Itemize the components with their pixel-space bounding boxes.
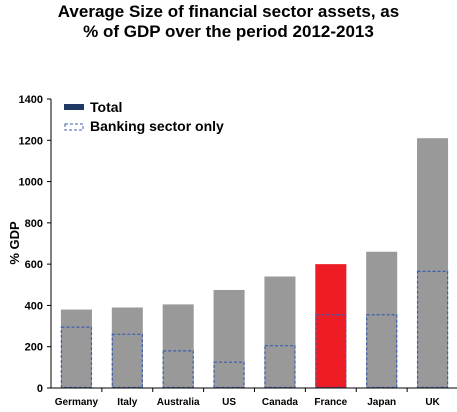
x-tick-label: Italy xyxy=(117,397,137,408)
x-tick-label: US xyxy=(222,397,236,408)
bar-total-us xyxy=(213,289,245,388)
x-tick-label: France xyxy=(314,397,347,408)
legend-swatch-banking xyxy=(64,123,84,131)
y-tick-label: 0 xyxy=(37,383,43,395)
y-tick-label: 1000 xyxy=(19,177,43,189)
chart-title-line-2: % of GDP over the period 2012-2013 xyxy=(83,22,374,41)
y-axis: 0 200 400 600 800 1000 1200 1400 xyxy=(19,94,52,395)
bar-total-italy xyxy=(111,307,143,388)
legend: Total Banking sector only xyxy=(64,99,224,134)
y-axis-label: % GDP xyxy=(7,221,22,265)
legend-label-banking: Banking sector only xyxy=(90,118,224,134)
bar-total-uk xyxy=(417,138,449,388)
y-tick-label: 1200 xyxy=(19,135,43,147)
x-tick-label: Australia xyxy=(157,397,200,408)
bar-banking-italy xyxy=(111,333,143,389)
bar-total-japan xyxy=(366,251,398,388)
bar-total-australia xyxy=(162,304,194,388)
chart-title-line-1: Average Size of financial sector assets,… xyxy=(57,2,400,21)
y-tick-label: 600 xyxy=(25,259,43,271)
chart-title: Average Size of financial sector assets,… xyxy=(0,2,457,42)
x-tick-label: Japan xyxy=(367,397,396,408)
x-tick-label: Germany xyxy=(55,397,99,408)
bars xyxy=(60,138,449,389)
bar-total-france xyxy=(315,264,347,388)
y-tick-label: 1400 xyxy=(19,94,43,106)
x-axis: Germany Italy Australia US Canada France Japan… xyxy=(51,387,457,408)
bar-total-germany xyxy=(60,309,92,388)
y-tick-label: 800 xyxy=(25,218,43,230)
x-tick-label: UK xyxy=(425,397,440,408)
x-tick-label: Canada xyxy=(262,397,299,408)
y-tick-label: 400 xyxy=(25,300,43,312)
y-tick-label: 200 xyxy=(25,342,43,354)
legend-label-total: Total xyxy=(90,99,122,115)
bar-total-canada xyxy=(264,276,296,388)
legend-swatch-total xyxy=(64,104,84,110)
